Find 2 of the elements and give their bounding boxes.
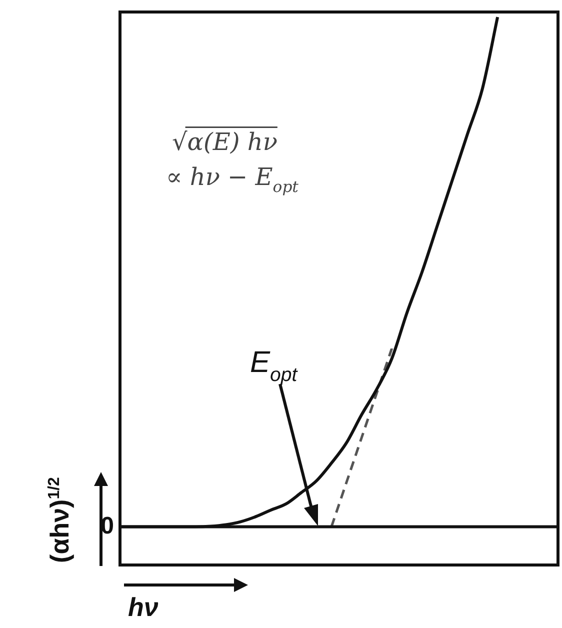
annotation: √α(E) hν xyxy=(172,128,278,156)
x-axis-title: hν xyxy=(128,592,158,623)
